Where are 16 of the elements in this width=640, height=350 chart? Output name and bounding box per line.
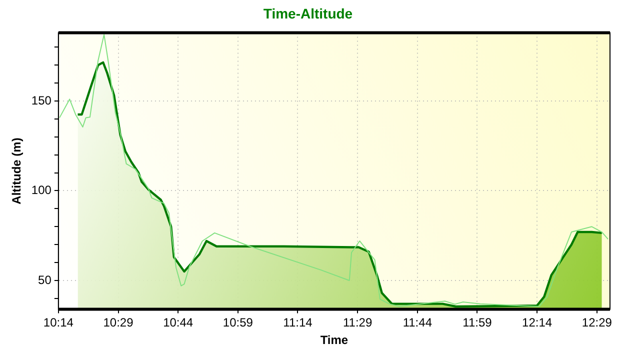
x-axis-title: Time [320,333,348,348]
y-tick-label: 50 [38,272,52,287]
x-tick-label: 10:29 [103,316,134,330]
x-tick-label: 11:14 [283,316,313,330]
x-tick-label: 10:59 [222,316,254,330]
chart-title: Time-Altitude [263,5,353,22]
x-tick-label: 12:29 [582,316,612,330]
x-tick-label: 10:14 [43,316,74,330]
y-tick-label: 100 [31,183,52,198]
x-tick-label: 10:44 [163,316,194,330]
y-axis-title: Altitude (m) [10,138,24,204]
x-tick-label: 12:14 [522,316,552,330]
x-tick-label: 11:29 [343,316,372,330]
x-tick-label: 11:44 [402,316,432,330]
y-tick-label: 150 [31,93,52,108]
x-tick-label: 11:59 [462,316,492,330]
